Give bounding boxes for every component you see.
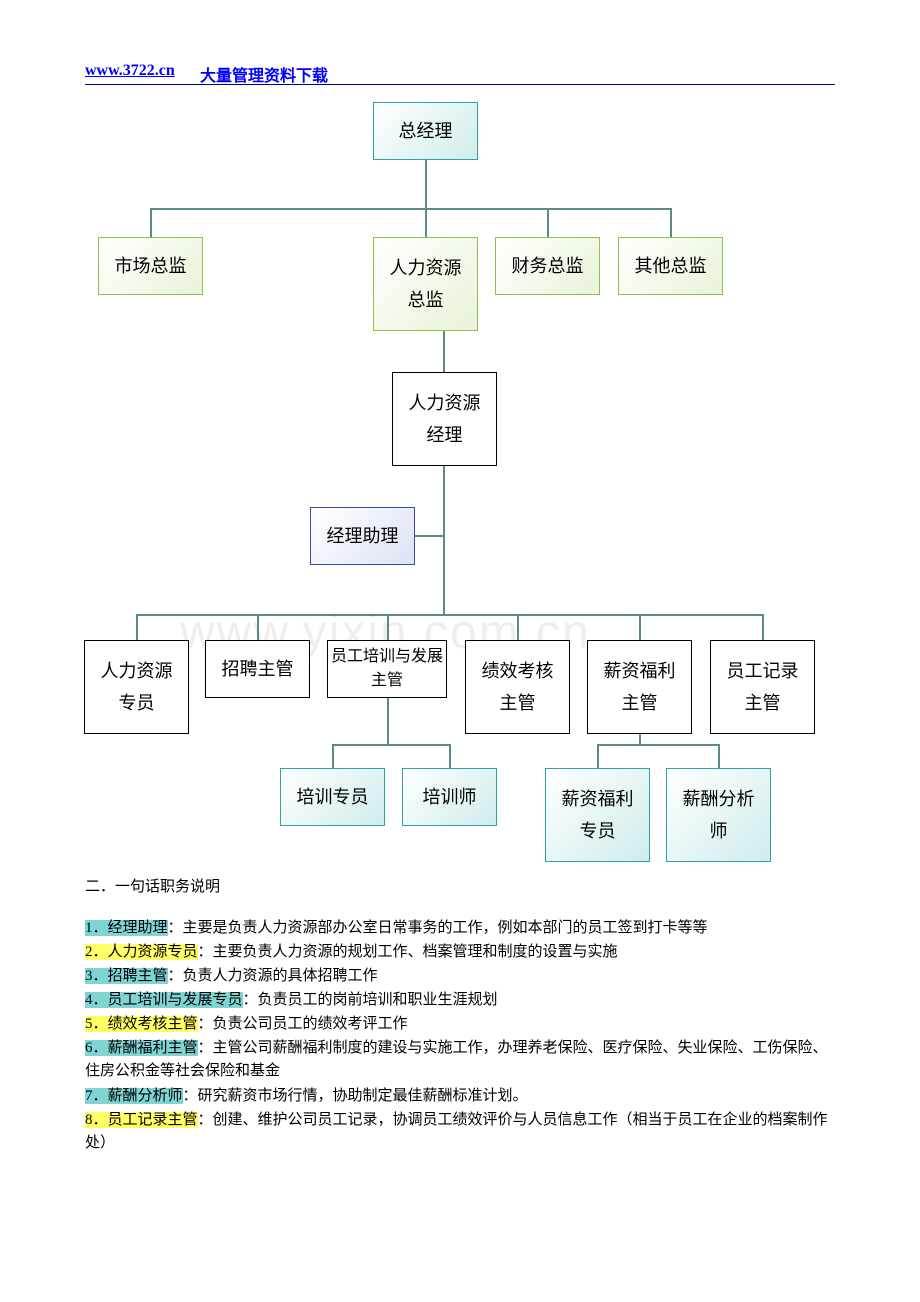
connector [425,160,427,208]
connector [425,208,427,237]
connector [597,744,719,746]
desc-text: ：负责人力资源的具体招聘工作 [168,968,378,984]
header-rule [85,84,835,85]
connector [443,331,445,372]
node-gm: 总经理 [373,102,478,160]
connector [639,734,641,744]
connector [597,744,599,768]
desc-3: 3．招聘主管：负责人力资源的具体招聘工作 [85,965,835,988]
node-recruit-supervisor: 招聘主管 [205,640,310,698]
connector [257,614,259,640]
desc-label: 1．经理助理 [85,920,168,936]
desc-label: 7．薪酬分析师 [85,1088,183,1104]
connector [443,466,445,614]
connector [387,698,389,744]
desc-6: 6．薪酬福利主管：主管公司薪酬福利制度的建设与实施工作，办理养老保险、医疗保险、… [85,1037,835,1082]
node-hr-manager: 人力资源 经理 [392,372,497,466]
node-benefits-specialist: 薪资福利 专员 [545,768,650,862]
connector [387,614,389,640]
node-other-director: 其他总监 [618,237,723,295]
node-training-specialist: 培训专员 [280,768,385,826]
section-title: 二．一句话职务说明 [85,875,220,896]
connector [136,614,763,616]
connector [639,614,641,640]
desc-1: 1．经理助理：主要是负责人力资源部办公室日常事务的工作，例如本部门的员工签到打卡… [85,917,835,940]
desc-label: 5．绩效考核主管 [85,1016,198,1032]
desc-2: 2．人力资源专员：主要负责人力资源的规划工作、档案管理和制度的设置与实施 [85,941,835,964]
desc-text: ：负责公司员工的绩效考评工作 [198,1016,408,1032]
node-compensation-supervisor: 薪资福利 主管 [587,640,692,734]
connector [547,208,549,237]
desc-label: 6．薪酬福利主管 [85,1040,198,1056]
node-training-supervisor: 员工培训与发展主管 [327,640,447,698]
connector [150,208,152,237]
node-hr-director: 人力资源 总监 [373,237,478,331]
connector [718,744,720,768]
node-finance-director: 财务总监 [495,237,600,295]
node-compensation-analyst: 薪酬分析 师 [666,768,771,862]
connector [332,744,334,768]
desc-8: 8．员工记录主管：创建、维护公司员工记录，协调员工绩效评价与人员信息工作（相当于… [85,1109,835,1154]
connector [150,208,670,210]
desc-text: ：负责员工的岗前培训和职业生涯规划 [243,992,498,1008]
node-trainer: 培训师 [402,768,497,826]
desc-label: 4．员工培训与发展专员 [85,992,243,1008]
desc-label: 2．人力资源专员 [85,944,198,960]
page: www.3722.cn 大量管理资料下载 www.yixin.com.cn 总经… [0,0,920,1302]
desc-7: 7．薪酬分析师：研究薪资市场行情，协助制定最佳薪酬标准计划。 [85,1085,835,1108]
connector [415,535,445,537]
header-text: 大量管理资料下载 [200,62,328,86]
connector [670,208,672,237]
connector [762,614,764,640]
node-assistant: 经理助理 [310,507,415,565]
node-records-supervisor: 员工记录 主管 [710,640,815,734]
node-market-director: 市场总监 [98,237,203,295]
desc-label: 8．员工记录主管 [85,1112,198,1128]
connector [136,614,138,640]
desc-text: ：主要负责人力资源的规划工作、档案管理和制度的设置与实施 [198,944,618,960]
desc-text: ：研究薪资市场行情，协助制定最佳薪酬标准计划。 [183,1088,528,1104]
header-url-link[interactable]: www.3722.cn [85,62,175,80]
connector [332,744,450,746]
node-performance-supervisor: 绩效考核 主管 [465,640,570,734]
desc-text: ：主要是负责人力资源部办公室日常事务的工作，例如本部门的员工签到打卡等等 [168,920,708,936]
connector [517,614,519,640]
desc-label: 3．招聘主管 [85,968,168,984]
node-hr-specialist: 人力资源 专员 [84,640,189,734]
desc-5: 5．绩效考核主管：负责公司员工的绩效考评工作 [85,1013,835,1036]
connector [449,744,451,768]
desc-4: 4．员工培训与发展专员：负责员工的岗前培训和职业生涯规划 [85,989,835,1012]
